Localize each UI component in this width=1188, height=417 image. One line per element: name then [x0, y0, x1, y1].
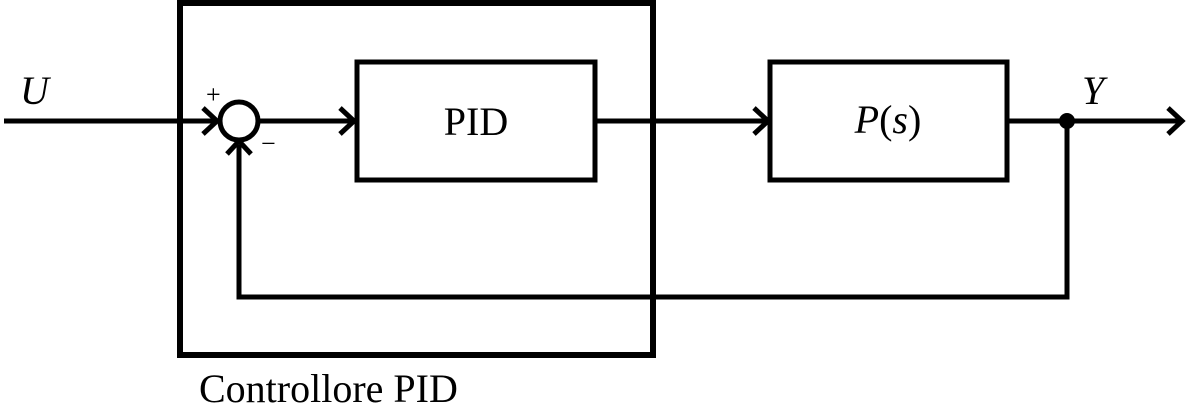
input-arrow-head	[201, 106, 221, 136]
feedback-arrow-head	[225, 137, 253, 156]
pid-block	[354, 59, 598, 183]
plant-block-label: P(s)	[854, 97, 922, 142]
controller-caption: Controllore PID	[199, 366, 458, 411]
plant-variable: s	[892, 97, 908, 142]
plant-close-paren: )	[908, 97, 921, 142]
plant-open-paren: (	[879, 97, 892, 142]
plus-sign-label: +	[206, 80, 221, 109]
summing-junction	[217, 99, 261, 143]
plant-block	[767, 59, 1010, 183]
plant-symbol: P	[854, 97, 879, 142]
output-arrow-head	[1166, 106, 1186, 136]
controller-boundary-box	[177, 0, 656, 358]
feedback-path-line	[236, 121, 1070, 300]
pid-block-label: PID	[444, 99, 508, 144]
input-label: U	[20, 68, 52, 113]
output-label: Y	[1082, 68, 1108, 113]
error-arrow-head	[338, 106, 358, 136]
minus-sign-label: −	[261, 129, 276, 158]
